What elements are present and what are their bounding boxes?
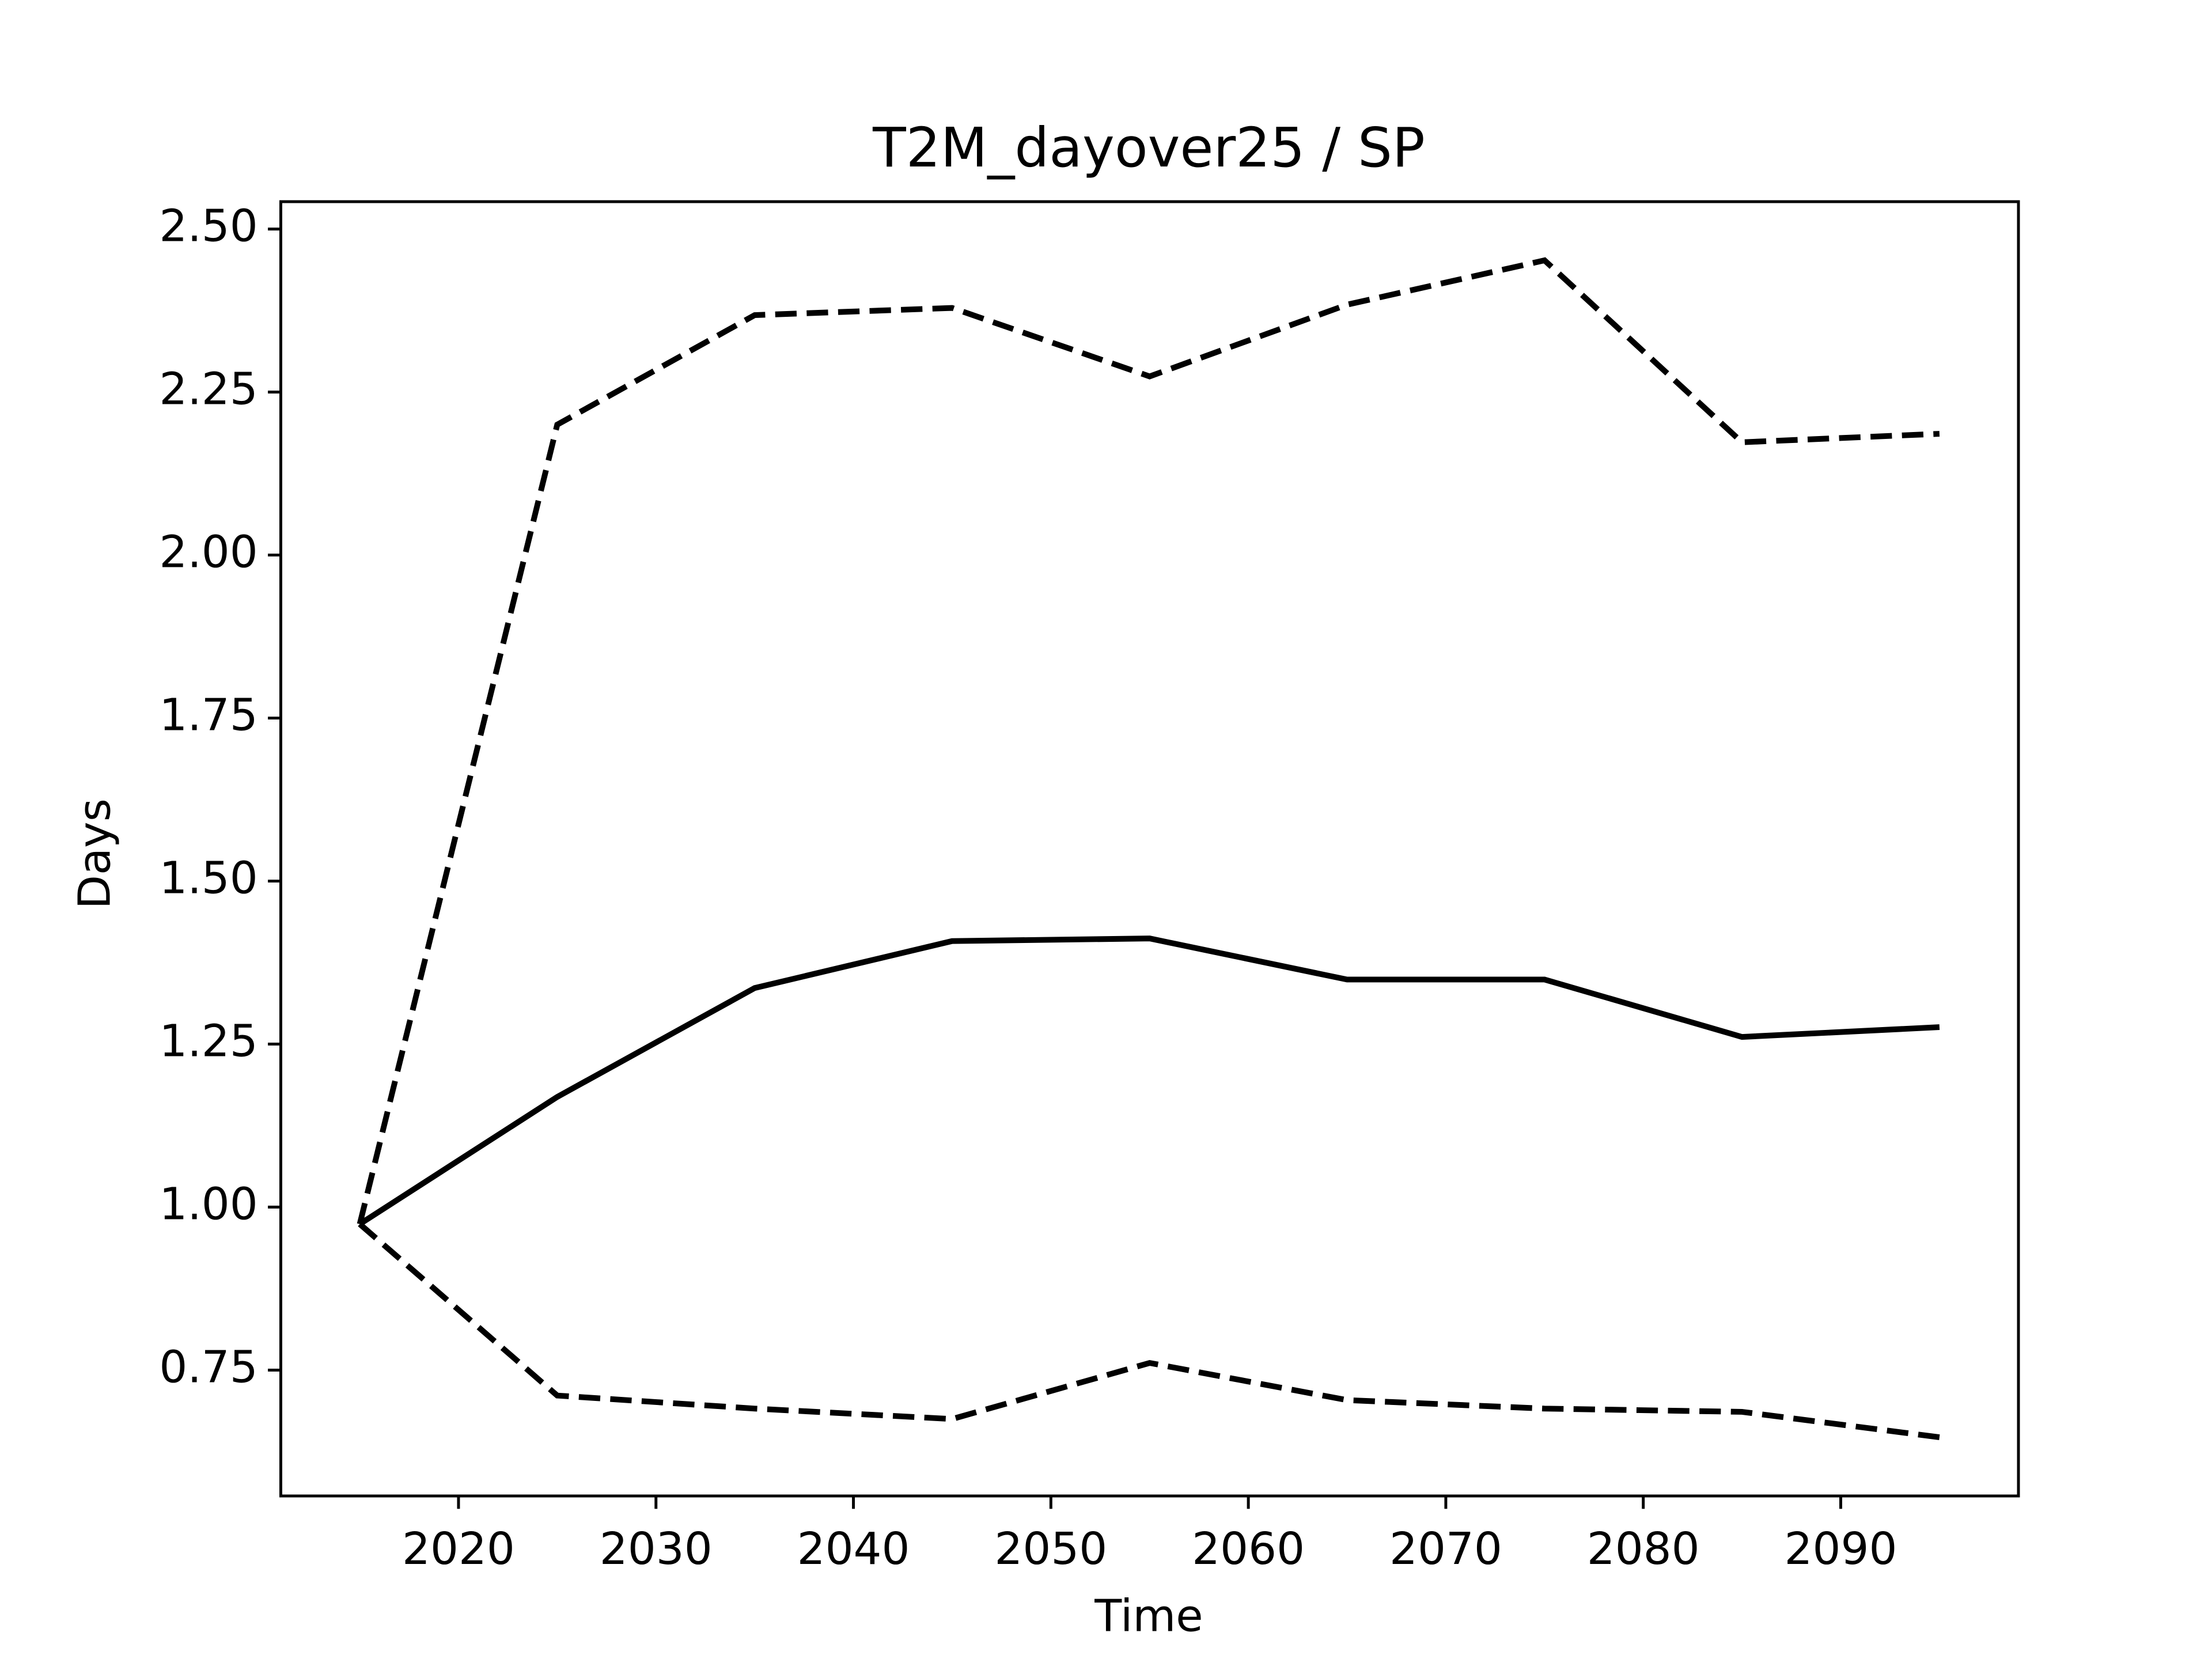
x-tick-label: 2070 — [1389, 1524, 1502, 1575]
x-tick-label: 2050 — [994, 1524, 1107, 1575]
x-tick-label: 2060 — [1192, 1524, 1305, 1575]
y-tick-label: 0.75 — [159, 1342, 257, 1393]
x-tick-label: 2040 — [797, 1524, 910, 1575]
line-series — [358, 935, 1940, 1227]
y-tick-label: 1.50 — [159, 853, 257, 904]
y-axis-label: Days — [70, 798, 121, 909]
y-tick-label: 1.00 — [159, 1179, 257, 1230]
x-tick-label: 2090 — [1785, 1524, 1897, 1575]
chart-title: T2M_dayover25 / SP — [872, 116, 1425, 180]
x-axis-label: Time — [1094, 1590, 1203, 1642]
x-tick-label: 2030 — [600, 1524, 713, 1575]
x-tick-label: 2020 — [402, 1524, 515, 1575]
y-tick-label: 1.25 — [159, 1016, 257, 1067]
line-series — [357, 257, 1940, 1225]
y-tick-label: 2.00 — [159, 527, 257, 578]
x-tick-label: 2080 — [1587, 1524, 1700, 1575]
line-series — [358, 1222, 1940, 1441]
y-tick-label: 2.25 — [159, 364, 257, 415]
y-tick-label: 1.75 — [159, 690, 257, 741]
plot-frame — [279, 200, 2020, 1498]
y-tick-label: 2.50 — [159, 201, 257, 252]
